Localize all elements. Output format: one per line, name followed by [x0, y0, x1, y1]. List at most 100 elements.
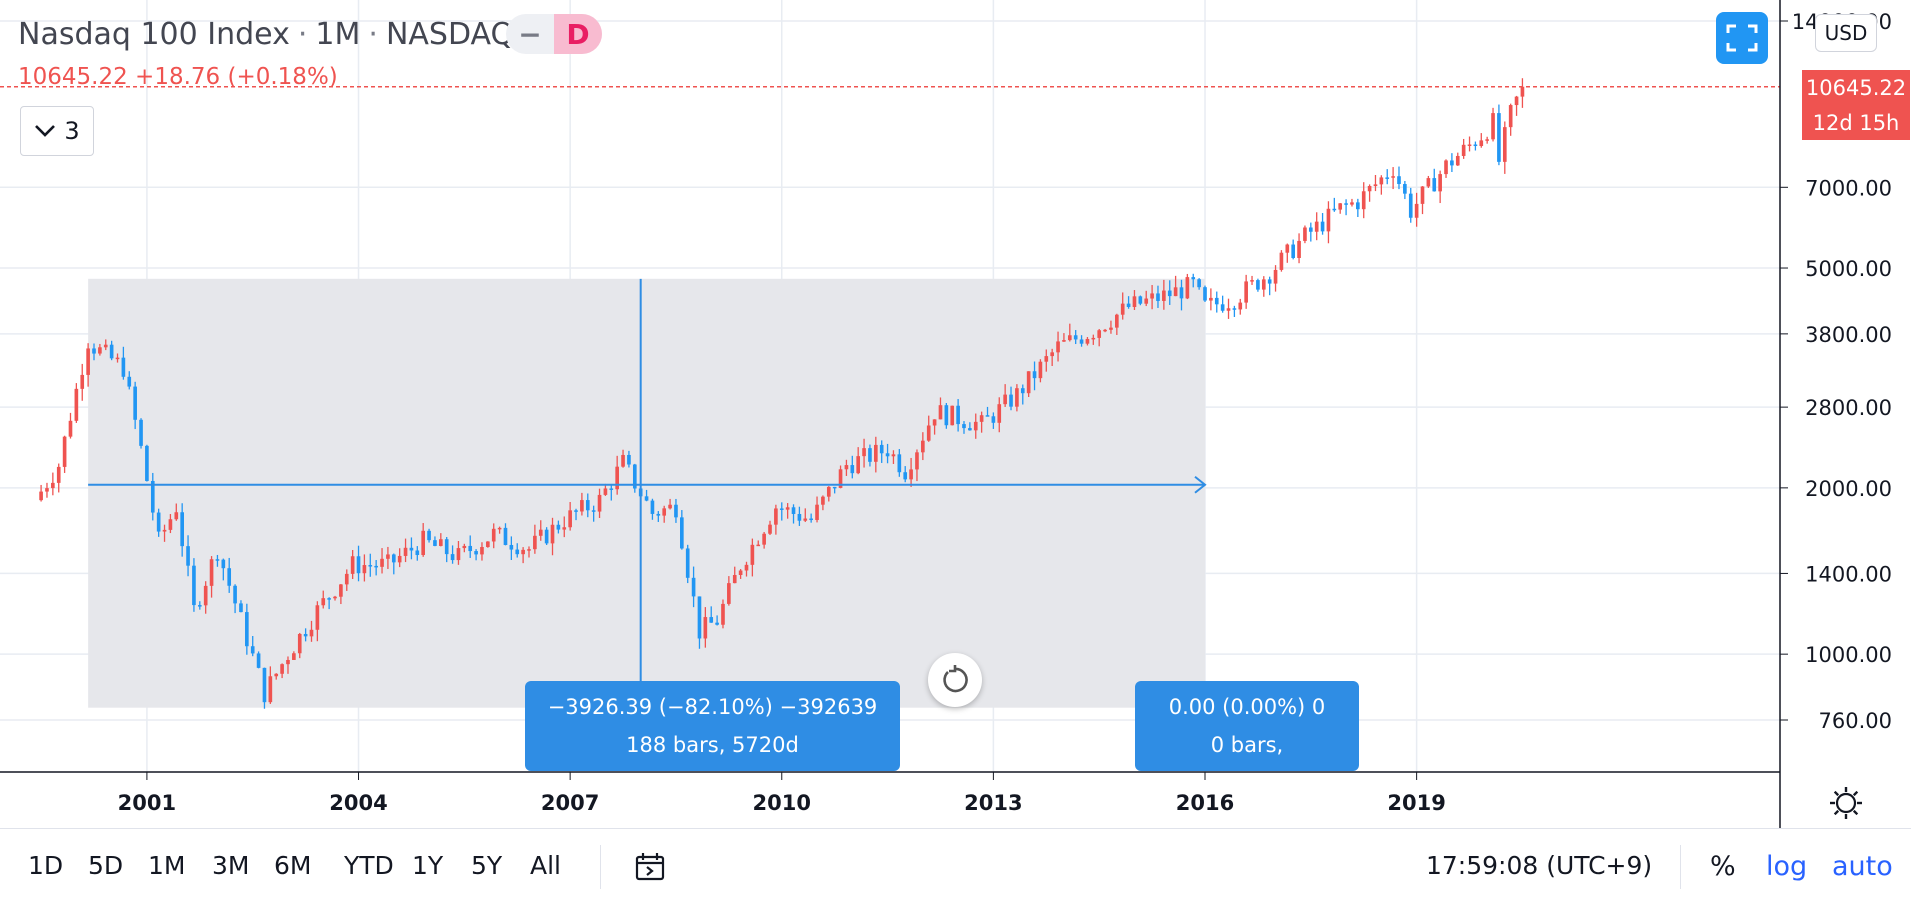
candle-body [709, 617, 714, 623]
range-tab-6m[interactable]: 6M [274, 851, 312, 880]
candle-body [950, 405, 955, 426]
candle-body [738, 570, 743, 575]
candle-body [1050, 352, 1054, 357]
range-tab-all[interactable]: All [530, 851, 561, 880]
candle-body [956, 405, 960, 425]
log-scale-toggle[interactable]: log [1766, 851, 1808, 882]
candle-body [1044, 356, 1049, 362]
candle-body [1391, 176, 1395, 178]
candle-body [1056, 341, 1060, 353]
candle-body [421, 530, 426, 556]
candle-body [1103, 329, 1107, 332]
candle-body [873, 444, 878, 462]
candle-body [926, 425, 931, 441]
candle-body [350, 556, 355, 574]
candle-body [1203, 287, 1207, 301]
candle-body [133, 386, 137, 420]
range-tab-3m[interactable]: 3M [212, 851, 250, 880]
candle-body [233, 585, 237, 604]
reset-chart-button[interactable] [928, 653, 982, 707]
range-tab-5y[interactable]: 5Y [471, 851, 503, 880]
candle-body [1079, 339, 1084, 344]
candle-body [356, 556, 361, 574]
fullscreen-button[interactable] [1716, 12, 1768, 64]
price-tick-label: 7000.00 [1805, 176, 1892, 200]
range-tab-1m[interactable]: 1M [148, 851, 186, 880]
data-source-badge[interactable]: D [554, 14, 602, 54]
candle-body [521, 549, 525, 555]
candle-body [862, 448, 866, 457]
candle-body [844, 465, 849, 470]
time-tick-label: 2001 [118, 791, 176, 815]
range-tab-1d[interactable]: 1D [28, 851, 64, 880]
candle-body [239, 603, 243, 613]
candle-body [785, 507, 790, 510]
candle-body [292, 653, 296, 660]
candle-body [1414, 203, 1419, 218]
candle-body [433, 540, 437, 546]
candle-body [762, 533, 766, 545]
candle-body [1320, 221, 1325, 232]
candle-body [997, 404, 1002, 423]
time-tick-label: 2010 [753, 791, 811, 815]
candle-body [509, 544, 514, 550]
gear-icon[interactable] [1830, 787, 1862, 819]
range-tab-1y[interactable]: 1Y [412, 851, 444, 880]
candle-body [156, 512, 161, 532]
candle-body [1279, 252, 1284, 270]
legend-toggle-pill[interactable]: − D [506, 14, 602, 54]
candle-body [856, 456, 861, 474]
candle-body [1314, 221, 1319, 232]
candle-body [1361, 191, 1366, 210]
candle-body [227, 568, 232, 586]
time-tick-label: 2019 [1387, 791, 1445, 815]
candle-body [1273, 269, 1278, 284]
candle-body [203, 585, 208, 606]
candle-body [768, 524, 772, 534]
candle-body [127, 376, 132, 387]
utc-clock[interactable]: 17:59:08 (UTC+9) [1426, 851, 1653, 880]
candle-body [615, 466, 619, 490]
candle-body [92, 348, 96, 354]
toolbar-divider [600, 845, 601, 889]
interval-label: 1M [315, 16, 361, 52]
candle-body [1067, 335, 1072, 341]
candle-body [591, 510, 596, 512]
candle-body [685, 548, 690, 578]
candle-body [656, 513, 661, 516]
candle-body [1403, 184, 1407, 194]
candle-body [51, 482, 55, 489]
candle-body [821, 496, 825, 505]
minus-icon[interactable]: − [518, 17, 542, 51]
candle-body [480, 547, 484, 555]
candle-body [538, 529, 543, 536]
candle-body [333, 596, 337, 599]
gear-tooth [1833, 809, 1840, 816]
price-tick-label: 5000.00 [1805, 257, 1892, 281]
candle-body [444, 539, 449, 555]
measure-result-box-right: 0.00 (0.00%) 0 0 bars, [1135, 681, 1359, 771]
candle-body [268, 676, 273, 703]
candle-body [1450, 160, 1454, 166]
candle-body [397, 555, 402, 563]
currency-button[interactable]: USD [1815, 14, 1877, 52]
range-tab-ytd[interactable]: YTD [344, 851, 394, 880]
candle-body [1162, 290, 1166, 301]
indicators-collapse-button[interactable]: 3 [20, 106, 94, 156]
candle-body [644, 496, 649, 501]
candle-body [109, 344, 114, 359]
chevron-down-icon [35, 125, 56, 137]
candle-body [1173, 287, 1178, 297]
candle-body [897, 454, 902, 473]
percent-scale-toggle[interactable]: % [1710, 851, 1736, 882]
candle-body [1326, 208, 1331, 232]
legend-separator: · [297, 16, 308, 52]
range-tab-5d[interactable]: 5D [88, 851, 124, 880]
calendar-goto-icon[interactable] [634, 851, 666, 883]
candle-body [721, 603, 725, 625]
symbol-legend[interactable]: Nasdaq 100 Index · 1M · NASDAQ [18, 14, 514, 54]
candle-body [1502, 127, 1507, 162]
auto-scale-toggle[interactable]: auto [1832, 851, 1893, 882]
candle-body [1073, 335, 1078, 340]
